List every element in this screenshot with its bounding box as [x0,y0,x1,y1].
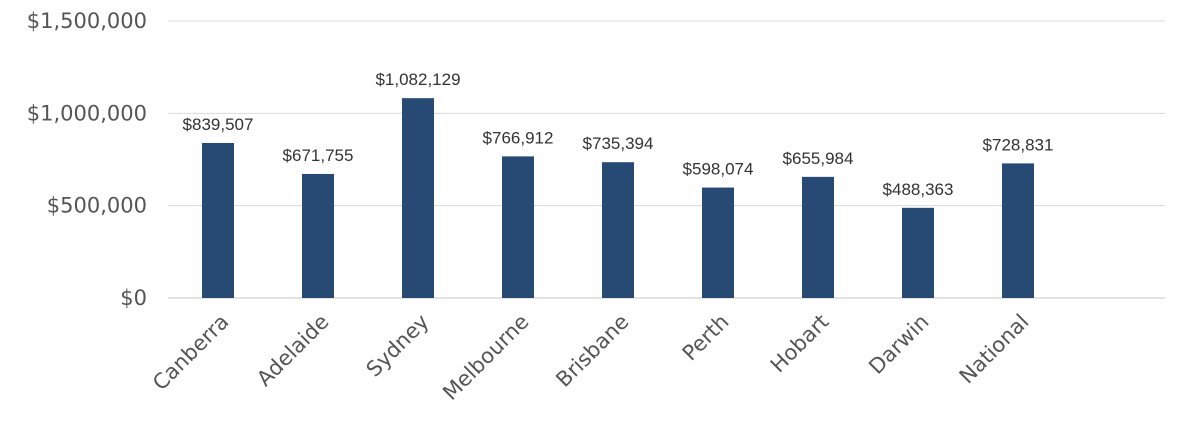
x-tick-label: Adelaide [252,310,333,391]
data-label: $1,082,129 [375,70,460,89]
y-tick-label: $1,500,000 [27,9,147,33]
gridlines [168,20,1165,299]
x-tick-label: Hobart [766,310,834,378]
x-axis-tick-labels: Canberra Adelaide Sydney Melbourne Brisbane P… [148,310,1033,405]
bar [602,162,634,298]
y-tick-label: $0 [120,286,147,310]
data-label: $598,074 [683,160,754,179]
x-tick-label: National [955,310,1034,389]
bar [1002,163,1034,298]
bar [802,176,834,298]
data-label: $766,912 [483,128,554,147]
x-tick-label: Darwin [864,310,933,379]
bar [402,98,434,299]
y-axis-tick-labels: $0 $500,000 $1,000,000 $1,500,000 [27,9,147,310]
bars [202,98,1034,299]
y-tick-label: $500,000 [47,194,147,218]
bar [702,187,734,298]
data-label: $488,363 [883,180,954,199]
x-tick-label: Perth [678,310,734,366]
data-label: $655,984 [783,149,854,168]
x-tick-label: Sydney [362,310,434,382]
x-tick-label: Canberra [148,310,233,395]
bar [202,142,234,298]
bar [502,156,534,298]
data-label: $728,831 [983,135,1054,154]
data-label: $735,394 [583,134,654,153]
bar [902,207,934,298]
y-tick-label: $1,000,000 [27,101,147,125]
x-tick-label: Melbourne [438,310,533,405]
data-labels: $839,507 $671,755 $1,082,129 $766,912 $735,3… [183,70,1054,199]
data-label: $671,755 [283,146,354,165]
data-label: $839,507 [183,115,254,134]
bar [302,173,334,298]
x-tick-label: Brisbane [551,310,633,392]
